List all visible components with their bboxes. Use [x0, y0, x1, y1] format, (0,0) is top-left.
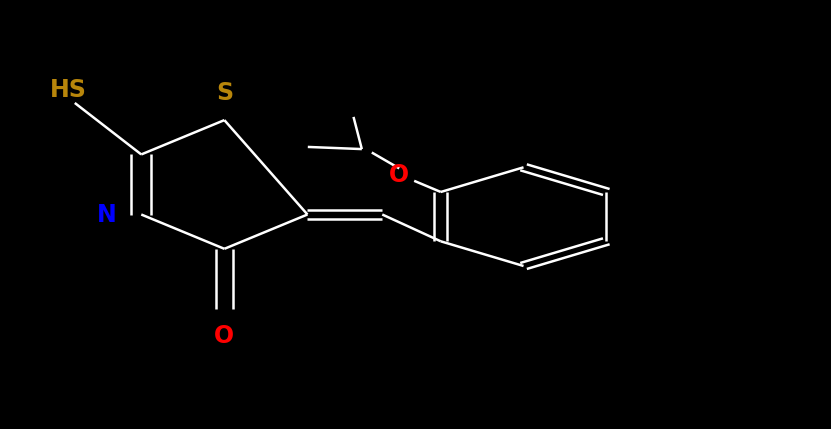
Text: HS: HS — [50, 78, 86, 102]
Text: O: O — [214, 324, 234, 348]
Text: N: N — [96, 202, 116, 227]
Text: S: S — [216, 81, 233, 105]
Text: O: O — [389, 163, 410, 187]
